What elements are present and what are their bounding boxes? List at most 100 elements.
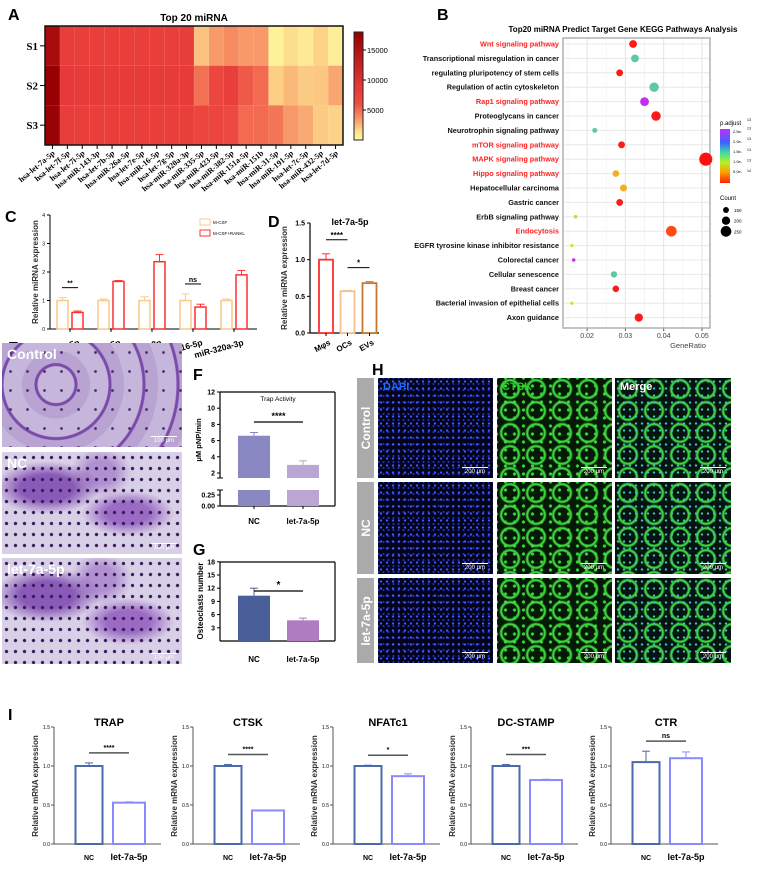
chart-title: NFATc1 [368,717,407,729]
fluorescence-image-merge: Merge 200 μm [615,378,731,478]
legend-swatch [199,229,211,237]
data-point [610,271,618,278]
data-point [651,111,661,121]
y-tick-label: 6 [211,438,215,445]
y-tick-label: 1.5 [322,725,329,731]
y-tick-label: 6 [211,612,215,619]
heatmap-cell [119,65,135,106]
pathway-label: Endocytosis [516,227,559,236]
scale-bar: 100 μm [151,652,177,661]
x-axis-label: GeneRatio [670,341,706,350]
heatmap-cell [283,65,299,106]
row-label: S1 [26,41,38,53]
chart-title: TRAP [94,717,124,729]
legend-label: 200 [734,219,742,224]
legend-label: M-CSF [213,220,227,225]
y-tick-label: 1.5 [600,725,607,731]
scale-bar-label: 100 μm [153,545,175,551]
heatmap-cell [178,25,195,67]
y-tick-label: 12 [207,586,215,593]
bar [71,311,84,330]
x-tick-label: NC [84,855,94,862]
y-tick-label: 0.0 [43,842,50,848]
data-point [619,184,628,192]
x-tick-label: let-7a-5p [389,852,427,862]
scale-bar-label: 200 μm [583,654,605,660]
plot-frame [562,37,711,329]
image-label: Control [7,346,57,362]
data-point [592,127,598,133]
heatmap-cell [253,65,270,106]
x-tick-label: 0.03 [619,333,633,340]
heatmap-cell [178,105,195,146]
x-tick-label: let-7a-5p [249,852,287,862]
row-label: S2 [26,81,38,93]
row-label-bar: Control [357,378,374,478]
chart-title: Top20 miRNA Predict Target Gene KEGG Pat… [509,25,739,34]
data-point [629,40,637,48]
significance-label: ns [189,277,197,284]
y-tick-label: 1.0 [295,257,305,264]
row-label: S3 [26,120,38,132]
scale-bar: 200 μm [700,562,726,571]
x-tick-label: OCs [335,338,354,354]
bar [138,299,151,330]
plot-area [563,38,710,328]
row-label: let-7a-5p [358,595,373,646]
y-axis-label: Relative miRNA expression [280,226,289,330]
data-point [631,54,639,63]
data-point [571,258,576,262]
heatmap-cell [74,105,91,146]
legend-exp: 14 [747,169,751,173]
y-tick-label: 0.0 [322,842,329,848]
heatmap-cell [163,65,180,106]
legend-label: 2.5e- [733,129,743,134]
heatmap-cell [313,105,329,146]
pathway-label: regulating pluripotency of stem cells [432,68,559,77]
y-tick-label: 0.00 [201,504,215,511]
heatmap-cell [283,25,299,67]
y-tick-label: 1.0 [322,764,329,770]
heatmap-cell [163,105,180,146]
bar [318,258,334,334]
heatmap-cell [268,65,284,106]
panel-label: A [8,7,20,24]
heatmap-cell [149,105,165,146]
data-point [649,82,659,92]
pathway-label: Transcriptional misregulation in cancer [423,54,559,63]
row-label: NC [358,519,373,537]
scale-bar-label: 200 μm [464,565,486,571]
heatmap-cell [238,105,255,146]
legend-exp: 13 [747,127,751,131]
scale-bar-label: 100 μm [153,655,175,661]
bar [251,809,285,846]
row-label-bar: let-7a-5p [357,578,374,663]
bar-lower [238,490,270,506]
bar [56,299,69,330]
heatmap-cell [59,25,76,67]
y-tick-label: 0.0 [182,842,189,848]
heatmap-cell [238,65,255,106]
x-tick-label: let-7a-5p [287,517,320,526]
y-tick-label: 0 [42,327,45,333]
heatmap-cell [59,105,76,146]
data-point [699,152,713,166]
y-tick-label: 4 [42,213,45,219]
heatmap-cell [193,25,210,67]
x-tick-label: NC [248,517,260,526]
y-tick-label: 1.5 [43,725,50,731]
data-point [634,313,643,322]
heatmap-cell [193,65,210,106]
colorbar-tick-label: 10000 [367,76,388,85]
scale-bar-label: 200 μm [702,654,724,660]
pathway-label: Regulation of actin cytoskeleton [447,83,559,92]
y-tick-label: 0.0 [460,842,467,848]
row-label-bar: NC [357,482,374,574]
y-tick-label: 0.25 [201,493,215,500]
heatmap-cell [208,105,225,146]
micrograph-control: Control 100 μm [2,343,182,447]
bar [112,280,125,330]
legend-label: 2.0e- [733,139,743,144]
pathway-label: Bacterial invasion of epithelial cells [436,299,559,308]
